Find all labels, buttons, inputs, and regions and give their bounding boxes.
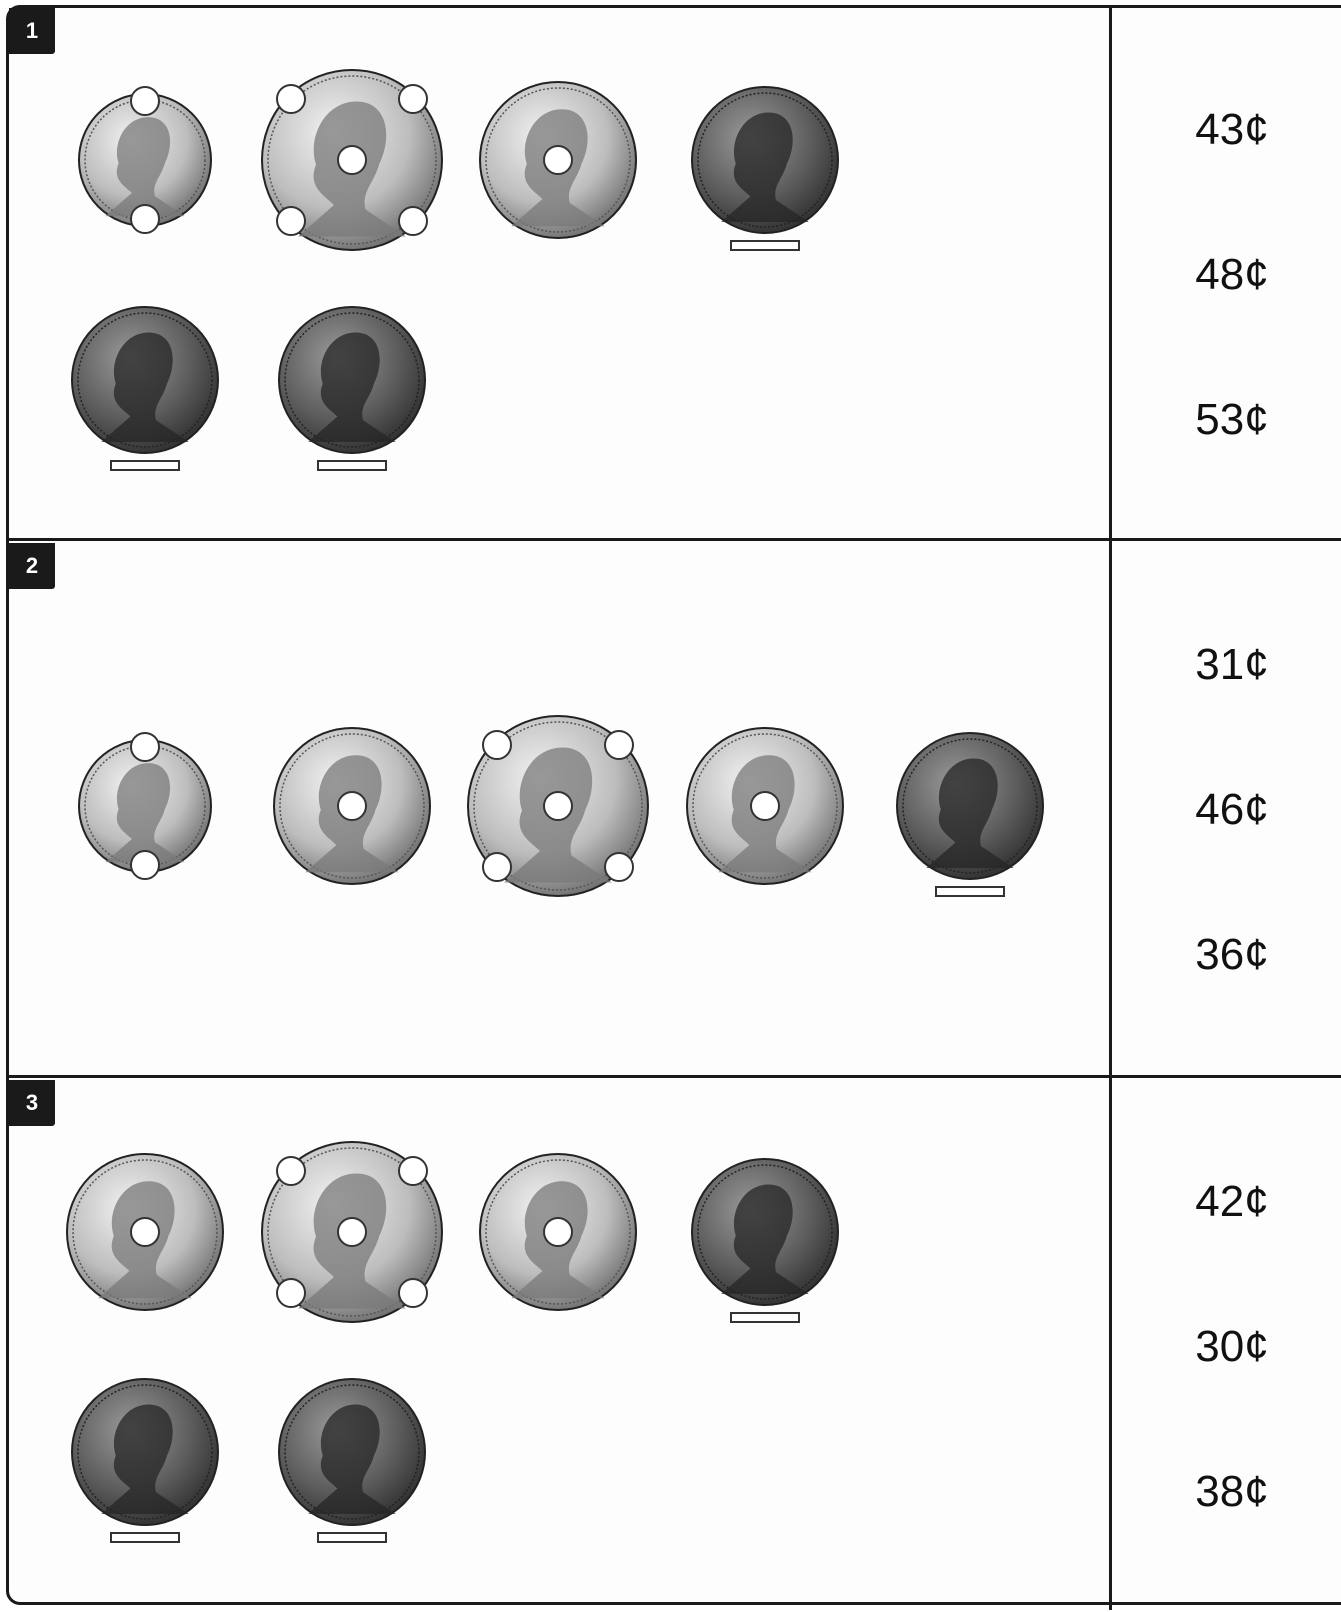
- counting-circle[interactable]: [398, 1278, 429, 1309]
- counting-box[interactable]: [730, 1312, 800, 1323]
- counting-circle[interactable]: [604, 729, 635, 760]
- counting-circle[interactable]: [130, 86, 160, 116]
- answer-choice[interactable]: 42¢: [1195, 1177, 1269, 1226]
- worksheet-frame: [6, 5, 1341, 1605]
- penny-coin: [895, 731, 1045, 881]
- counting-circle[interactable]: [543, 1217, 573, 1247]
- counting-circle[interactable]: [481, 852, 512, 883]
- counting-circle[interactable]: [130, 732, 160, 762]
- penny-coin: [690, 1157, 840, 1307]
- counting-box[interactable]: [110, 1532, 180, 1543]
- penny-coin: [70, 1377, 220, 1527]
- problem-number-badge: 1: [9, 8, 55, 54]
- problem-1: 1 43¢ 48¢ 53¢: [9, 5, 1341, 540]
- answer-choice[interactable]: 30¢: [1195, 1322, 1269, 1371]
- problem-number-badge: 2: [9, 543, 55, 589]
- problem-number-badge: 3: [9, 1080, 55, 1126]
- counting-circle[interactable]: [337, 791, 367, 821]
- answer-choice[interactable]: 38¢: [1195, 1467, 1269, 1516]
- counting-circle[interactable]: [398, 206, 429, 237]
- counting-circle[interactable]: [337, 1217, 367, 1247]
- counting-circle[interactable]: [130, 204, 160, 234]
- counting-circle[interactable]: [275, 206, 306, 237]
- answer-choice[interactable]: 48¢: [1195, 250, 1269, 299]
- counting-circle[interactable]: [543, 145, 573, 175]
- counting-circle[interactable]: [337, 145, 367, 175]
- counting-circle[interactable]: [275, 83, 306, 114]
- section-divider: [9, 538, 1341, 541]
- answer-choice[interactable]: 43¢: [1195, 105, 1269, 154]
- counting-box[interactable]: [110, 460, 180, 471]
- counting-circle[interactable]: [750, 791, 780, 821]
- counting-box[interactable]: [935, 886, 1005, 897]
- answer-choice[interactable]: 36¢: [1195, 930, 1269, 979]
- penny-coin: [690, 85, 840, 235]
- section-divider: [9, 1075, 1341, 1078]
- penny-coin: [70, 305, 220, 455]
- counting-circle[interactable]: [543, 791, 573, 821]
- counting-box[interactable]: [317, 1532, 387, 1543]
- counting-circle[interactable]: [130, 1217, 160, 1247]
- penny-coin: [277, 305, 427, 455]
- answer-choice[interactable]: 46¢: [1195, 785, 1269, 834]
- counting-circle[interactable]: [275, 1155, 306, 1186]
- counting-box[interactable]: [730, 240, 800, 251]
- answer-choice[interactable]: 31¢: [1195, 640, 1269, 689]
- counting-circle[interactable]: [130, 850, 160, 880]
- answer-choice[interactable]: 53¢: [1195, 395, 1269, 444]
- counting-circle[interactable]: [604, 852, 635, 883]
- counting-circle[interactable]: [398, 1155, 429, 1186]
- counting-circle[interactable]: [398, 83, 429, 114]
- problem-3: 3 42¢ 30¢ 38¢: [9, 1077, 1341, 1612]
- penny-coin: [277, 1377, 427, 1527]
- counting-box[interactable]: [317, 460, 387, 471]
- problem-2: 2 31¢ 46¢ 36¢: [9, 540, 1341, 1075]
- counting-circle[interactable]: [275, 1278, 306, 1309]
- counting-circle[interactable]: [481, 729, 512, 760]
- answer-column-divider: [1109, 5, 1112, 1610]
